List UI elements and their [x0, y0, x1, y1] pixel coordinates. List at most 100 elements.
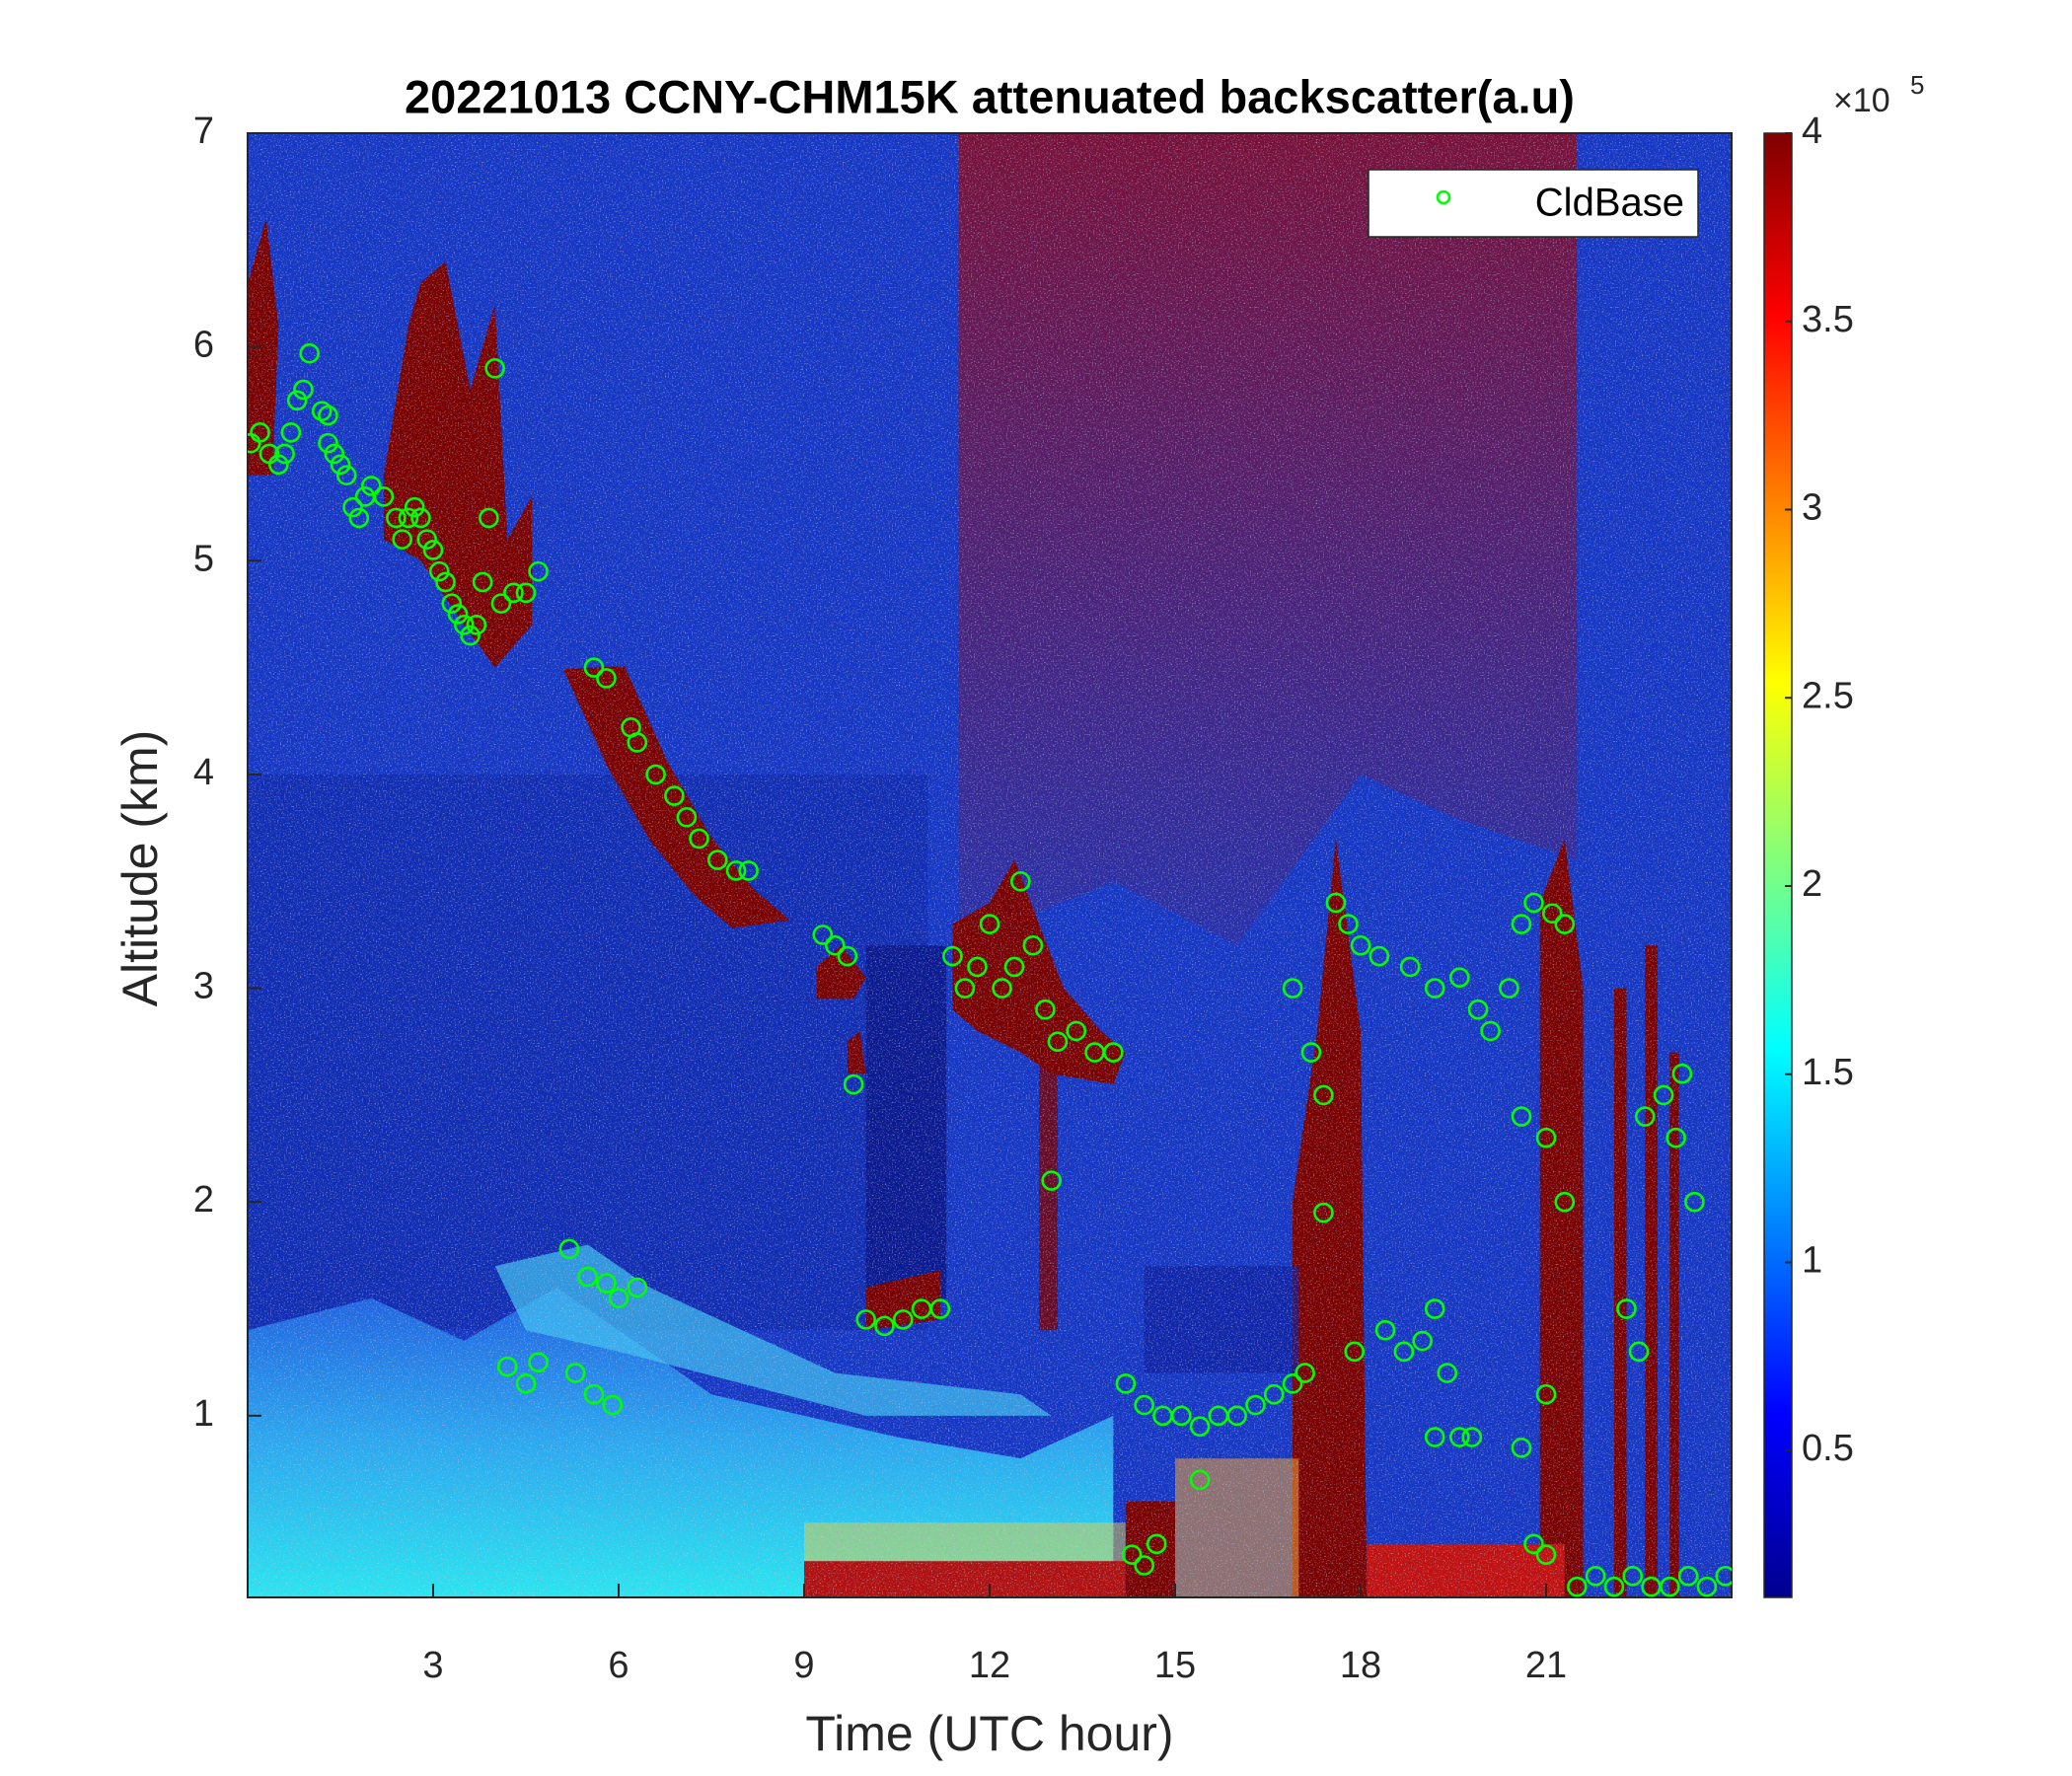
- cloud-base-point: [299, 342, 320, 364]
- x-tick-label: 9: [793, 1645, 814, 1686]
- cloud-base-point: [837, 945, 858, 967]
- cloud-base-point: [1344, 1341, 1366, 1363]
- cloud-base-point: [929, 1298, 951, 1319]
- cloud-base-point: [706, 850, 728, 870]
- cloud-base-point: [825, 934, 846, 956]
- cloud-base-point: [1066, 1020, 1087, 1042]
- cloud-base-point: [627, 732, 648, 753]
- cloud-base-point: [1499, 978, 1519, 999]
- cloud-base-point: [1226, 1405, 1247, 1427]
- colorbar-exponent: 5: [1910, 70, 1924, 100]
- cloud-base-point: [435, 571, 456, 593]
- cloud-base-point: [1715, 1566, 1732, 1587]
- cloud-base-point: [342, 496, 363, 518]
- scatter-points: [248, 342, 1732, 1597]
- colorbar-tick-label: 0.5: [1802, 1428, 1854, 1469]
- cloud-base-point: [855, 1309, 876, 1330]
- cloud-base-point: [330, 454, 351, 476]
- colorbar-tick-label: 2: [1802, 863, 1822, 905]
- cloud-base-point: [1424, 978, 1445, 999]
- cloud-base-point: [1448, 1427, 1470, 1447]
- cloud-base-point: [373, 485, 395, 507]
- cloud-base-point: [1393, 1341, 1415, 1363]
- cloud-base-point: [1313, 1084, 1334, 1106]
- cloud-base-point: [1282, 978, 1303, 999]
- cloud-base-point: [1616, 1298, 1637, 1319]
- x-tick-label: 18: [1340, 1645, 1381, 1686]
- cloud-base-point: [1146, 1533, 1167, 1555]
- cloud-base-point: [490, 593, 512, 614]
- cloud-base-point: [954, 978, 976, 999]
- x-tick-label: 3: [422, 1645, 443, 1686]
- y-tick-label: 7: [193, 111, 214, 152]
- cloud-base-point: [1554, 914, 1576, 934]
- cloud-base-point: [1103, 1042, 1124, 1063]
- cloud-base-point: [1437, 1363, 1458, 1383]
- cloud-base-point: [1535, 1383, 1557, 1405]
- cloud-base-point: [812, 925, 834, 945]
- cloud-base-point: [1535, 1127, 1557, 1148]
- cloud-base-point: [428, 560, 450, 582]
- cloud-base-point: [404, 496, 425, 518]
- colorbar-multiplier: ×10: [1833, 82, 1890, 119]
- cloud-base-point: [293, 379, 314, 401]
- cloud-base-point: [1554, 1191, 1576, 1213]
- cloud-base-point: [441, 593, 463, 614]
- cloud-base-point: [689, 828, 709, 850]
- cloud-base-point: [1374, 1319, 1396, 1341]
- cloud-base-point: [361, 476, 382, 496]
- y-tick-label: 3: [193, 966, 214, 1007]
- cloud-base-point: [1523, 892, 1544, 914]
- cloud-base-point: [1461, 1427, 1483, 1447]
- cloud-base-point: [1567, 1576, 1588, 1597]
- cloud-base-point: [410, 507, 431, 529]
- cloud-base-point: [1003, 956, 1025, 978]
- cloud-base-point: [422, 540, 444, 560]
- cloud-base-point: [1170, 1405, 1192, 1427]
- cloud-base-point: [1115, 1373, 1137, 1394]
- cloud-base-point: [1424, 1298, 1445, 1319]
- cloud-base-point: [1535, 1544, 1557, 1565]
- cloud-base-point: [1245, 1394, 1266, 1416]
- cloud-base-point: [874, 1315, 895, 1337]
- legend-label: CldBase: [1535, 182, 1684, 225]
- cloud-base-point: [1480, 1020, 1501, 1042]
- noise-overlay: [248, 133, 1732, 1597]
- cloud-base-point: [979, 914, 1000, 934]
- cloud-base-point: [1677, 1566, 1699, 1587]
- cloud-base-point: [416, 529, 438, 550]
- cloud-base-point: [250, 421, 270, 443]
- cloud-base-point: [843, 1073, 864, 1095]
- cloud-base-point: [608, 1288, 629, 1309]
- x-tick-label: 15: [1154, 1645, 1196, 1686]
- backscatter-image: [248, 133, 1732, 1597]
- cloud-base-point: [528, 1352, 549, 1372]
- cloud-base-point: [596, 668, 617, 689]
- cloud-base-point: [1189, 1469, 1211, 1491]
- cloud-base-point: [1541, 903, 1563, 925]
- cloud-base-point: [503, 582, 524, 604]
- cloud-base-point: [596, 1273, 617, 1294]
- cloud-base-point: [664, 785, 685, 806]
- cloud-base-point: [1511, 1106, 1532, 1127]
- cloud-base-point: [318, 405, 338, 426]
- cloud-base-point: [564, 1363, 586, 1383]
- x-tick-label: 12: [969, 1645, 1010, 1686]
- colorbar-tick-label: 1.5: [1802, 1052, 1854, 1093]
- cloud-base-point: [1295, 1363, 1315, 1383]
- colorbar-tick-label: 1: [1802, 1240, 1822, 1282]
- cloud-base-point: [1511, 914, 1532, 934]
- y-tick-label: 4: [193, 752, 214, 793]
- cloud-base-point: [460, 625, 481, 646]
- x-tick-label: 6: [608, 1645, 629, 1686]
- cloud-base-point: [1671, 1063, 1693, 1084]
- cloud-base-point: [1350, 934, 1371, 956]
- cloud-base-point: [324, 443, 345, 465]
- cloud-base-point: [392, 529, 412, 550]
- cloud-base-point: [1134, 1555, 1154, 1576]
- cloud-base-point: [583, 657, 605, 678]
- cloud-base-point: [627, 1277, 648, 1298]
- cloud-base-point: [1634, 1106, 1656, 1127]
- cloud-base-point: [602, 1394, 624, 1416]
- cloud-base-point: [515, 582, 537, 604]
